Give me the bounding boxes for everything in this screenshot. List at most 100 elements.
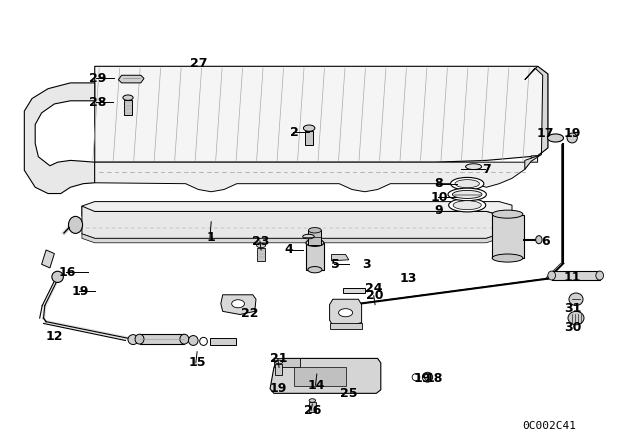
Ellipse shape bbox=[424, 374, 431, 380]
Ellipse shape bbox=[123, 95, 133, 100]
Text: 7: 7 bbox=[482, 163, 491, 176]
Polygon shape bbox=[118, 75, 144, 83]
Ellipse shape bbox=[548, 271, 556, 280]
Ellipse shape bbox=[567, 133, 577, 143]
Ellipse shape bbox=[492, 210, 523, 218]
Text: 13: 13 bbox=[399, 272, 417, 285]
Text: 20: 20 bbox=[366, 289, 384, 302]
Polygon shape bbox=[330, 323, 362, 329]
Text: 12: 12 bbox=[45, 329, 63, 343]
Polygon shape bbox=[525, 66, 548, 169]
Bar bbox=[124, 100, 132, 115]
Text: 9: 9 bbox=[435, 204, 444, 217]
Bar bbox=[294, 367, 346, 386]
Text: 16: 16 bbox=[58, 266, 76, 279]
Text: 19: 19 bbox=[563, 127, 581, 140]
Bar bbox=[274, 358, 300, 367]
Text: 21: 21 bbox=[270, 352, 288, 365]
Text: 17: 17 bbox=[536, 127, 554, 140]
Ellipse shape bbox=[52, 271, 63, 282]
Text: 22: 22 bbox=[241, 307, 259, 320]
Ellipse shape bbox=[232, 300, 244, 308]
Bar bbox=[257, 248, 265, 261]
Ellipse shape bbox=[188, 336, 198, 345]
Ellipse shape bbox=[68, 216, 83, 233]
Polygon shape bbox=[82, 202, 512, 216]
Ellipse shape bbox=[596, 271, 604, 280]
Ellipse shape bbox=[135, 334, 144, 344]
Text: 24: 24 bbox=[365, 282, 383, 296]
Ellipse shape bbox=[455, 180, 479, 188]
Text: 27: 27 bbox=[189, 57, 207, 70]
Text: 1: 1 bbox=[207, 231, 216, 244]
Text: 3: 3 bbox=[362, 258, 371, 271]
Polygon shape bbox=[24, 83, 95, 194]
Polygon shape bbox=[343, 288, 365, 293]
Ellipse shape bbox=[569, 293, 583, 306]
Polygon shape bbox=[270, 358, 381, 393]
Text: 0C002C41: 0C002C41 bbox=[522, 421, 576, 431]
Text: 5: 5 bbox=[331, 258, 340, 271]
Bar bbox=[275, 364, 282, 375]
Text: 28: 28 bbox=[88, 95, 106, 109]
Ellipse shape bbox=[339, 309, 353, 317]
Text: 2: 2 bbox=[290, 125, 299, 139]
Ellipse shape bbox=[200, 337, 207, 345]
Ellipse shape bbox=[412, 374, 420, 381]
Bar bbox=[210, 338, 236, 345]
Text: 4: 4 bbox=[285, 243, 294, 257]
Ellipse shape bbox=[492, 254, 523, 262]
Bar bbox=[309, 402, 316, 412]
Ellipse shape bbox=[309, 399, 316, 402]
Text: 14: 14 bbox=[308, 379, 326, 392]
Ellipse shape bbox=[453, 201, 481, 210]
Polygon shape bbox=[95, 156, 538, 192]
Text: 6: 6 bbox=[541, 235, 550, 249]
Polygon shape bbox=[42, 250, 54, 268]
Bar bbox=[492, 215, 524, 258]
Polygon shape bbox=[82, 206, 512, 238]
Text: 31: 31 bbox=[564, 302, 582, 315]
Ellipse shape bbox=[306, 239, 324, 246]
Text: 30: 30 bbox=[564, 320, 582, 334]
Ellipse shape bbox=[451, 177, 484, 190]
Ellipse shape bbox=[466, 164, 482, 169]
Ellipse shape bbox=[308, 228, 321, 233]
Ellipse shape bbox=[448, 188, 486, 201]
Polygon shape bbox=[95, 66, 548, 162]
Ellipse shape bbox=[128, 335, 138, 345]
Bar bbox=[552, 271, 600, 280]
Bar bbox=[140, 334, 184, 344]
Text: 25: 25 bbox=[340, 387, 358, 400]
Text: 15: 15 bbox=[188, 356, 206, 370]
Polygon shape bbox=[221, 295, 256, 314]
Ellipse shape bbox=[303, 125, 315, 131]
Ellipse shape bbox=[180, 334, 189, 344]
Text: 19: 19 bbox=[269, 382, 287, 396]
Bar bbox=[308, 230, 321, 245]
Ellipse shape bbox=[449, 198, 486, 212]
Ellipse shape bbox=[568, 311, 584, 325]
Ellipse shape bbox=[303, 234, 314, 239]
Text: 26: 26 bbox=[303, 404, 321, 417]
Bar bbox=[306, 243, 324, 270]
Ellipse shape bbox=[275, 360, 283, 364]
Ellipse shape bbox=[422, 372, 433, 382]
Text: 8: 8 bbox=[435, 177, 444, 190]
Text: 23: 23 bbox=[252, 234, 270, 248]
Text: 11: 11 bbox=[564, 271, 582, 284]
Polygon shape bbox=[332, 254, 349, 261]
Text: 29: 29 bbox=[88, 72, 106, 85]
Text: 19: 19 bbox=[72, 284, 90, 298]
Polygon shape bbox=[330, 299, 362, 325]
Text: 18: 18 bbox=[425, 372, 443, 385]
Text: 10: 10 bbox=[430, 190, 448, 204]
Ellipse shape bbox=[452, 190, 482, 198]
Polygon shape bbox=[82, 228, 512, 243]
Text: 19: 19 bbox=[413, 372, 431, 385]
Ellipse shape bbox=[536, 236, 542, 244]
Bar bbox=[305, 131, 313, 145]
Ellipse shape bbox=[548, 134, 564, 142]
Ellipse shape bbox=[257, 243, 266, 248]
Ellipse shape bbox=[308, 267, 322, 273]
